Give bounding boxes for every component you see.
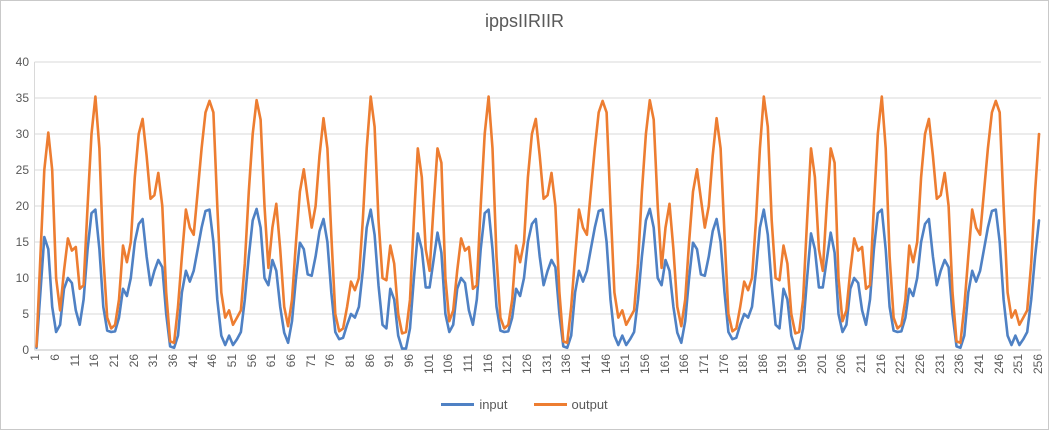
x-tick-label: 251 [1011,354,1026,375]
legend-label-output: output [571,397,608,412]
x-tick-label: 106 [441,354,456,375]
x-tick-label: 246 [991,354,1006,375]
x-tick-label: 66 [284,354,299,368]
x-tick-label: 166 [677,354,692,375]
x-tick-label: 81 [342,354,357,368]
output-series-line[interactable] [35,95,1041,348]
x-tick-label: 216 [873,354,888,375]
x-tick-label: 151 [618,354,633,375]
x-tick-label: 26 [126,354,141,368]
x-tick-label: 36 [166,354,181,368]
x-tick-label: 131 [539,354,554,375]
x-tick-label: 101 [421,354,436,375]
x-tick-label: 256 [1031,354,1046,375]
x-tick-label: 241 [972,354,987,375]
x-tick-label: 206 [834,354,849,375]
x-tick-label: 61 [264,354,279,368]
x-tick-label: 6 [48,354,63,361]
x-tick-label: 141 [578,354,593,375]
x-tick-label: 56 [244,354,259,368]
x-tick-label: 91 [382,354,397,368]
x-tick-label: 191 [775,354,790,375]
y-tick-label: 0 [22,343,29,357]
y-tick-label: 20 [15,199,29,213]
y-tick-label: 40 [15,55,29,69]
x-tick-label: 146 [598,354,613,375]
y-tick-label: 15 [15,235,29,249]
x-tick-label: 226 [913,354,928,375]
x-tick-label: 121 [500,354,515,375]
x-tick-label: 236 [952,354,967,375]
input-series-swatch [441,403,475,406]
y-tick-label: 30 [15,127,29,141]
x-tick-label: 1 [28,354,43,361]
x-tick-label: 46 [205,354,220,368]
x-tick-label: 51 [225,354,240,368]
x-tick-label: 211 [854,354,869,374]
x-tick-label: 76 [323,354,338,368]
input-series-line[interactable] [35,207,1041,350]
x-tick-label: 186 [755,354,770,375]
chart-legend: input output [1,397,1048,412]
x-tick-label: 176 [716,354,731,375]
x-tick-label: 221 [893,354,908,375]
y-tick-label: 25 [15,163,29,177]
x-tick-label: 126 [519,354,534,375]
x-tick-label: 31 [146,354,161,368]
x-tick-label: 156 [637,354,652,375]
x-tick-label: 116 [480,354,495,374]
legend-item-input[interactable]: input [441,397,508,412]
y-tick-label: 5 [22,307,29,321]
y-tick-label: 35 [15,91,29,105]
x-tick-label: 136 [559,354,574,375]
x-tick-label: 41 [185,354,200,368]
x-tick-label: 111 [460,354,475,373]
x-tick-label: 231 [932,354,947,375]
x-tick-label: 86 [362,354,377,368]
x-tick-label: 181 [736,354,751,375]
x-tick-label: 201 [814,354,829,375]
x-tick-label: 161 [657,354,672,375]
output-series-swatch [533,403,567,406]
chart-title: ippsIIRIIR [484,11,565,31]
x-tick-label: 21 [107,354,122,368]
legend-label-input: input [479,397,508,412]
x-tick-label: 171 [696,354,711,375]
x-tick-label: 196 [795,354,810,375]
x-tick-label: 11 [67,354,82,367]
x-tick-label: 96 [401,354,416,368]
y-tick-label: 10 [15,271,29,285]
legend-item-output[interactable]: output [533,397,608,412]
x-tick-label: 71 [303,354,318,368]
x-tick-label: 16 [87,354,102,368]
